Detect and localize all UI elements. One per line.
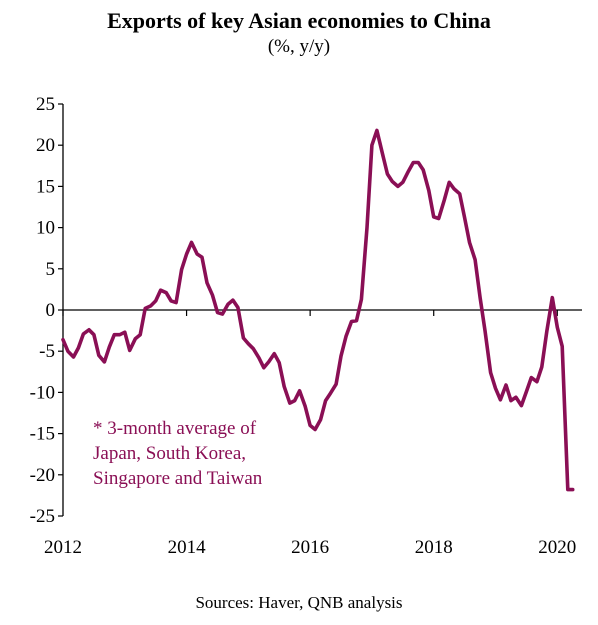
y-tick-label: 25	[36, 94, 55, 115]
x-tick-label: 2020	[538, 537, 576, 558]
y-tick-label: -10	[30, 382, 55, 403]
series-line	[61, 128, 575, 492]
series	[61, 128, 575, 492]
sources-note: Sources: Haver, QNB analysis	[195, 593, 403, 612]
annotation: * 3-month average of Japan, South Korea,…	[93, 418, 263, 489]
annotation-line-3: Singapore and Taiwan	[93, 468, 263, 489]
y-tick-label: 5	[46, 259, 56, 280]
y-tick-label: 0	[46, 300, 56, 321]
y-tick-label: 20	[36, 135, 55, 156]
annotation-line-2: Japan, South Korea,	[93, 443, 246, 464]
x-tick-label: 2016	[291, 537, 329, 558]
tick-labels: 25 20 15 10 5 0 -5 -10 -15 -20 -25 2012 2014 2016 2018…	[30, 94, 577, 558]
y-tick-label: -15	[30, 424, 55, 445]
annotation-line-1: * 3-month average of	[93, 418, 257, 439]
y-tick-label: 10	[36, 218, 55, 239]
y-tick-label: -5	[39, 341, 55, 362]
y-tick-label: -25	[30, 506, 55, 527]
chart-title: Exports of key Asian economies to China	[107, 8, 491, 33]
chart-subtitle: (%, y/y)	[267, 36, 331, 57]
x-tick-label: 2014	[168, 537, 207, 558]
y-tick-label: -20	[30, 465, 55, 486]
y-tick-label: 15	[36, 176, 55, 197]
x-tick-label: 2012	[44, 537, 82, 558]
x-tick-label: 2018	[415, 537, 453, 558]
